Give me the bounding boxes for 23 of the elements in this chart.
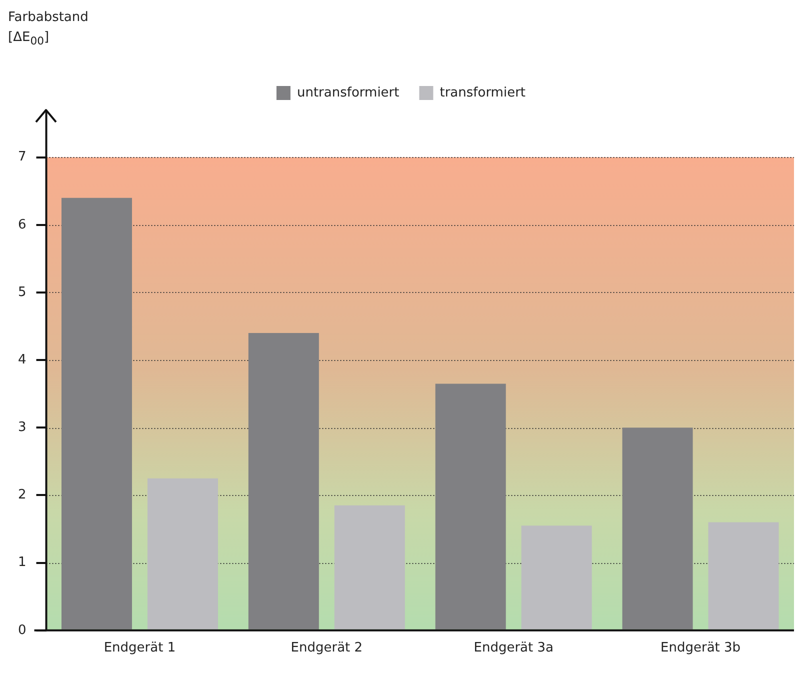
y-tick-label: 7: [18, 150, 26, 165]
bar: [708, 522, 779, 630]
bar: [147, 478, 218, 630]
y-tick-label: 4: [18, 352, 26, 368]
x-tick-label: Endgerät 3a: [474, 640, 554, 656]
y-tick-label: 1: [18, 555, 26, 570]
y-tick-label: 0: [18, 622, 26, 638]
y-tick-label: 6: [18, 217, 26, 232]
x-tick-label: Endgerät 3b: [660, 640, 741, 656]
x-tick-label: Endgerät 2: [290, 640, 363, 656]
bar: [622, 428, 693, 630]
bar: [334, 505, 405, 630]
y-axis-title: Farbabstand [ΔE$_{00}$]: [8, 9, 90, 50]
legend-label: untransformiert: [296, 85, 400, 100]
bar: [61, 198, 132, 630]
legend-label: transformiert: [440, 85, 526, 100]
bar: [248, 333, 319, 630]
bar: [435, 384, 506, 630]
x-tick-label: Endgerät 1: [104, 640, 176, 656]
y-tick-label: 5: [18, 284, 26, 300]
y-tick-label: 3: [18, 420, 26, 436]
y-tick-label: 2: [18, 488, 26, 503]
bar: [521, 526, 592, 630]
